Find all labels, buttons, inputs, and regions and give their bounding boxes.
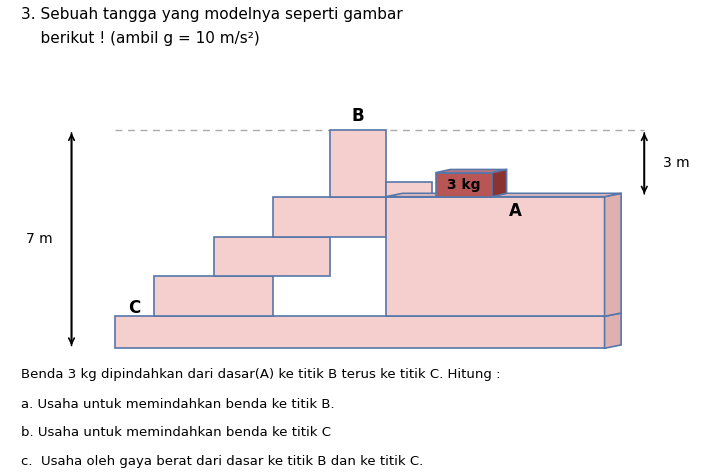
Text: a. Usaha untuk memindahkan benda ke titik B.: a. Usaha untuk memindahkan benda ke titi…	[21, 398, 335, 410]
Text: C: C	[128, 299, 140, 317]
Text: berikut ! (ambil g = 10 m/s²): berikut ! (ambil g = 10 m/s²)	[21, 31, 260, 46]
Text: 3 m: 3 m	[663, 156, 689, 171]
Polygon shape	[604, 193, 621, 316]
Polygon shape	[436, 170, 506, 173]
Text: Benda 3 kg dipindahkan dari dasar(A) ke titik B terus ke titik C. Hitung :: Benda 3 kg dipindahkan dari dasar(A) ke …	[21, 368, 501, 381]
Text: 3. Sebuah tangga yang modelnya seperti gambar: 3. Sebuah tangga yang modelnya seperti g…	[21, 7, 403, 22]
Text: B: B	[352, 107, 365, 125]
Polygon shape	[604, 313, 621, 348]
Polygon shape	[492, 170, 506, 197]
Text: 3 kg: 3 kg	[447, 178, 481, 192]
Polygon shape	[386, 197, 604, 316]
Polygon shape	[436, 173, 492, 197]
Polygon shape	[330, 130, 386, 197]
Polygon shape	[115, 316, 604, 348]
Polygon shape	[155, 276, 273, 316]
Polygon shape	[273, 197, 386, 237]
Polygon shape	[386, 182, 432, 197]
Text: A: A	[509, 202, 522, 220]
Polygon shape	[386, 193, 621, 197]
Text: c.  Usaha oleh gaya berat dari dasar ke titik B dan ke titik C.: c. Usaha oleh gaya berat dari dasar ke t…	[21, 455, 424, 467]
Text: 7 m: 7 m	[26, 232, 53, 246]
Polygon shape	[214, 237, 330, 276]
Text: b. Usaha untuk memindahkan benda ke titik C: b. Usaha untuk memindahkan benda ke titi…	[21, 426, 331, 439]
